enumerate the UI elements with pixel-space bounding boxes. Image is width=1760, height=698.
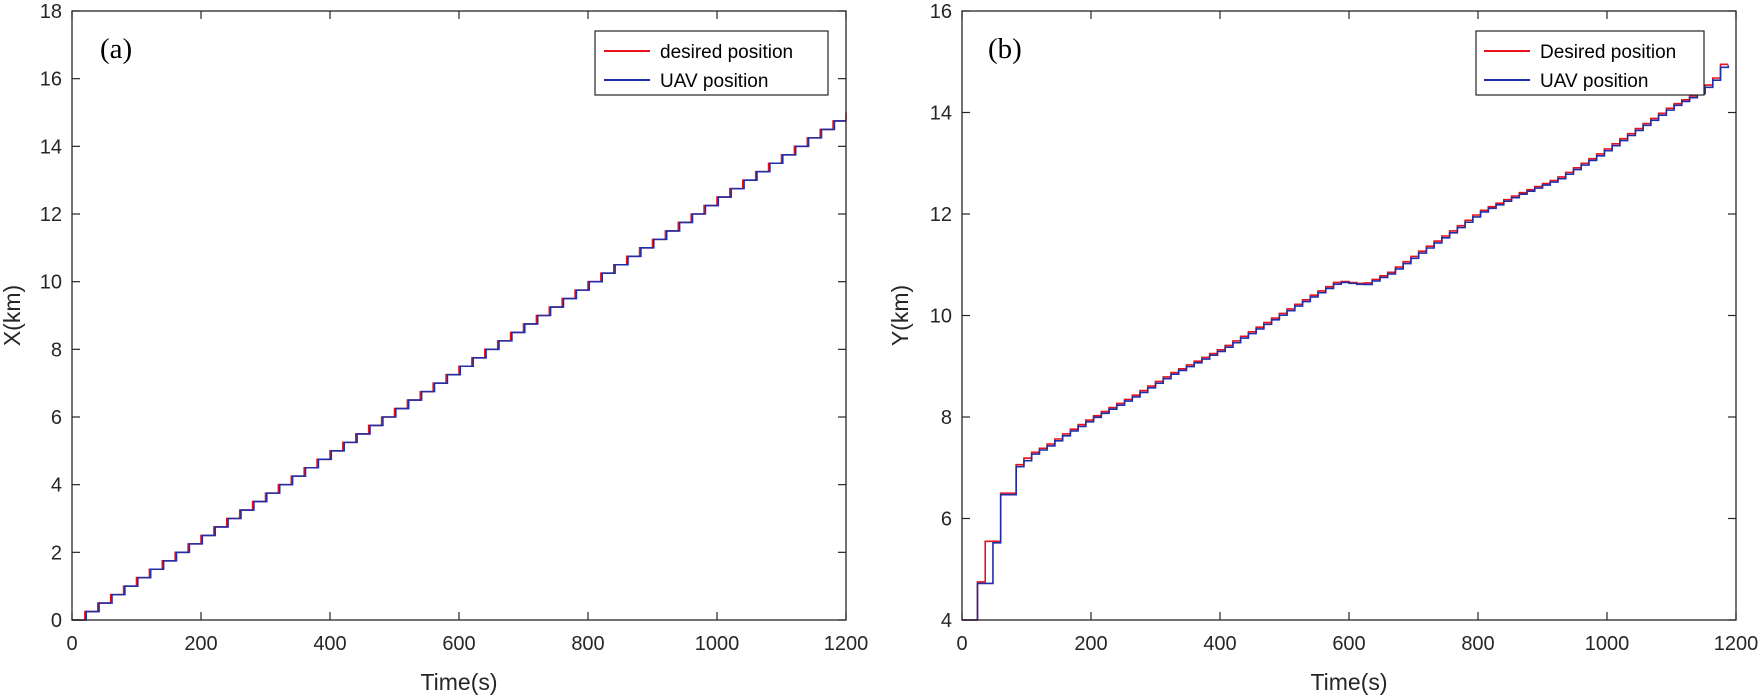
x-tick-label: 600 xyxy=(442,633,475,655)
legend-label-uav-b: UAV position xyxy=(1540,71,1648,92)
x-tick-label: 400 xyxy=(313,633,346,655)
x-tick-label: 200 xyxy=(184,633,217,655)
y-tick-label: 14 xyxy=(40,136,62,158)
x-axis-label-a: Time(s) xyxy=(420,669,497,695)
panel-label-b: (b) xyxy=(988,33,1022,65)
y-axis-label-a: X(km) xyxy=(0,285,25,346)
x-axis-label-b: Time(s) xyxy=(1310,669,1387,695)
x-tick-label: 0 xyxy=(956,633,967,655)
legend-b: Desired position UAV position xyxy=(1475,30,1705,96)
x-ticks-a: 0 200 400 600 800 1000 1200 xyxy=(66,11,868,655)
x-ticks-b: 0 200 400 600 800 1000 1200 xyxy=(956,11,1758,655)
y-tick-label: 2 xyxy=(51,542,62,564)
x-tick-label: 800 xyxy=(571,633,604,655)
chart-panel-a: 0 200 400 600 800 1000 1200 0 2 4 6 8 10 12 14 16 18 (a… xyxy=(0,1,868,695)
plot-area-a xyxy=(72,11,846,620)
series-layer-a xyxy=(72,112,847,621)
y-tick-label: 12 xyxy=(40,204,62,226)
x-tick-label: 1200 xyxy=(1714,633,1759,655)
legend-label-desired-a: desired position xyxy=(660,42,793,63)
x-tick-label: 1000 xyxy=(1585,633,1630,655)
x-tick-label: 800 xyxy=(1461,633,1494,655)
series-line-uav-b xyxy=(962,65,1730,621)
legend-box-b xyxy=(1475,30,1705,96)
y-tick-label: 8 xyxy=(51,339,62,361)
y-tick-label: 16 xyxy=(40,69,62,91)
y-tick-label: 18 xyxy=(40,1,62,23)
chart-panel-b: 0 200 400 600 800 1000 1200 4 6 8 10 12 14 16 (b) Ti… xyxy=(887,1,1758,695)
y-ticks-a: 0 2 4 6 8 10 12 14 16 18 xyxy=(40,1,846,632)
x-tick-label: 1200 xyxy=(824,633,869,655)
x-tick-label: 600 xyxy=(1332,633,1365,655)
legend-label-desired-b: Desired position xyxy=(1540,42,1676,63)
y-tick-label: 8 xyxy=(941,407,952,429)
legend-a: desired position UAV position xyxy=(594,30,829,96)
y-tick-label: 6 xyxy=(51,407,62,429)
y-ticks-b: 4 6 8 10 12 14 16 xyxy=(930,1,1736,632)
y-tick-label: 10 xyxy=(40,272,62,294)
legend-label-uav-a: UAV position xyxy=(660,71,768,92)
y-axis-label-b: Y(km) xyxy=(887,285,913,346)
x-tick-label: 200 xyxy=(1074,633,1107,655)
x-tick-label: 400 xyxy=(1203,633,1236,655)
legend-box-a xyxy=(594,30,829,96)
y-tick-label: 6 xyxy=(941,509,952,531)
y-tick-label: 10 xyxy=(930,306,952,328)
y-tick-label: 4 xyxy=(51,475,62,497)
y-tick-label: 16 xyxy=(930,1,952,23)
x-tick-label: 1000 xyxy=(695,633,740,655)
y-tick-label: 4 xyxy=(941,610,952,632)
series-line-uav-a xyxy=(72,120,846,621)
y-tick-label: 14 xyxy=(930,103,952,125)
plot-area-b xyxy=(962,11,1736,620)
y-tick-label: 0 xyxy=(51,610,62,632)
x-tick-label: 0 xyxy=(66,633,77,655)
series-layer-b xyxy=(962,63,1730,621)
panel-label-a: (a) xyxy=(100,33,132,65)
series-line-desired-a xyxy=(72,112,847,621)
y-tick-label: 12 xyxy=(930,204,952,226)
